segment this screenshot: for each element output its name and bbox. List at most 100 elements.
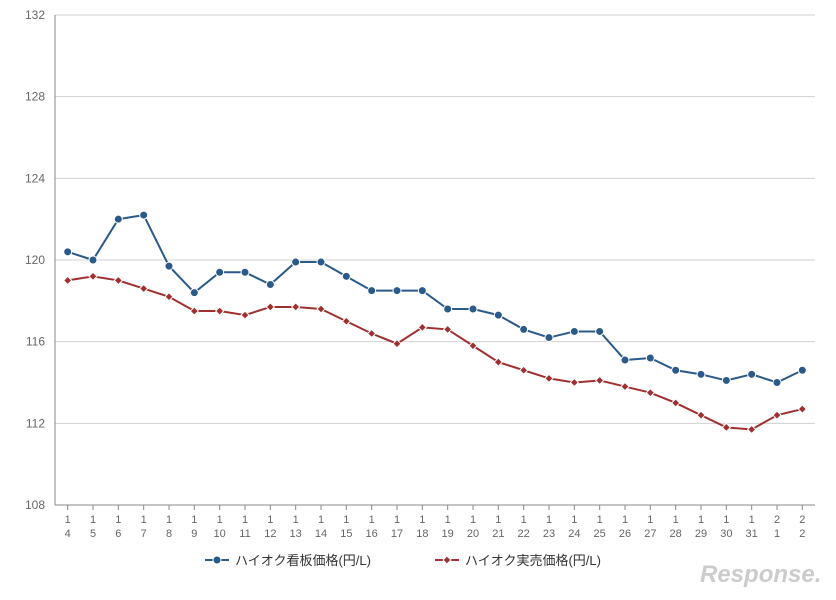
x-tick-label-day: 9 [191, 528, 197, 540]
series-marker [596, 327, 604, 335]
x-tick-label-day: 31 [746, 528, 758, 540]
series-marker [444, 305, 452, 313]
y-tick-label: 108 [25, 498, 45, 512]
series-marker [798, 366, 806, 374]
x-tick-label-day: 10 [214, 528, 226, 540]
x-tick-label-day: 28 [670, 528, 682, 540]
series-marker [646, 354, 654, 362]
x-tick-label-day: 8 [166, 528, 172, 540]
x-tick-label-month: 1 [419, 514, 425, 526]
x-tick-label-day: 29 [695, 528, 707, 540]
series-marker [368, 287, 376, 295]
x-tick-label-month: 1 [242, 514, 248, 526]
series-marker [570, 327, 578, 335]
x-tick-label-month: 1 [521, 514, 527, 526]
series-marker [545, 334, 553, 342]
series-marker [418, 287, 426, 295]
series-marker [697, 370, 705, 378]
series-marker [165, 262, 173, 270]
x-tick-label-month: 2 [774, 514, 780, 526]
series-marker [621, 356, 629, 364]
series-marker [520, 325, 528, 333]
x-tick-label-day: 11 [239, 528, 250, 540]
series-marker [190, 289, 198, 297]
x-tick-label-day: 5 [90, 528, 96, 540]
x-tick-label-month: 1 [191, 514, 197, 526]
watermark: Response. [700, 561, 821, 588]
x-tick-label-month: 1 [597, 514, 603, 526]
x-tick-label-day: 12 [264, 528, 276, 540]
x-tick-label-month: 1 [217, 514, 223, 526]
y-tick-label: 116 [26, 335, 45, 349]
series-marker [469, 305, 477, 313]
x-tick-label-day: 6 [115, 528, 121, 540]
x-tick-label-month: 1 [343, 514, 349, 526]
legend-label: ハイオク看板価格(円/L) [235, 553, 371, 568]
chart-container: 1081121161201241281321415161718191101111… [0, 0, 836, 600]
x-tick-label-month: 1 [622, 514, 628, 526]
x-tick-label-month: 1 [115, 514, 121, 526]
x-tick-label-month: 1 [267, 514, 273, 526]
series-marker [114, 215, 122, 223]
x-tick-label-month: 1 [445, 514, 451, 526]
y-tick-label: 124 [25, 171, 45, 185]
x-tick-label-month: 1 [698, 514, 704, 526]
x-tick-label-day: 20 [467, 528, 479, 540]
x-tick-label-month: 1 [318, 514, 324, 526]
x-tick-label-day: 19 [442, 528, 454, 540]
x-tick-label-month: 1 [673, 514, 679, 526]
x-tick-label-day: 21 [492, 528, 504, 540]
x-tick-label-day: 15 [340, 528, 352, 540]
series-marker [241, 268, 249, 276]
x-tick-label-day: 23 [543, 528, 555, 540]
series-marker [748, 370, 756, 378]
series-marker [342, 272, 350, 280]
y-tick-label: 112 [26, 416, 45, 430]
x-tick-label-month: 1 [394, 514, 400, 526]
legend-swatch-marker [213, 556, 221, 564]
x-tick-label-day: 18 [416, 528, 428, 540]
y-tick-label: 120 [25, 253, 45, 267]
x-tick-label-day: 26 [619, 528, 631, 540]
x-tick-label-month: 2 [799, 514, 805, 526]
series-marker [672, 366, 680, 374]
x-tick-label-month: 1 [495, 514, 501, 526]
x-tick-label-month: 1 [470, 514, 476, 526]
series-marker [140, 211, 148, 219]
x-tick-label-day: 4 [65, 528, 71, 540]
series-marker [317, 258, 325, 266]
x-tick-label-day: 16 [366, 528, 378, 540]
y-tick-label: 132 [25, 8, 45, 22]
legend-label: ハイオク実売価格(円/L) [465, 553, 601, 568]
series-marker [64, 248, 72, 256]
x-tick-label-day: 27 [644, 528, 656, 540]
x-tick-label-month: 1 [546, 514, 552, 526]
x-tick-label-month: 1 [369, 514, 375, 526]
x-tick-label-month: 1 [749, 514, 755, 526]
x-tick-label-day: 7 [141, 528, 147, 540]
series-marker [494, 311, 502, 319]
x-tick-label-day: 22 [518, 528, 530, 540]
series-marker [393, 287, 401, 295]
x-tick-label-day: 2 [799, 528, 805, 540]
x-tick-label-day: 17 [391, 528, 403, 540]
x-tick-label-month: 1 [293, 514, 299, 526]
x-tick-label-day: 25 [594, 528, 606, 540]
line-chart: 1081121161201241281321415161718191101111… [0, 0, 836, 600]
x-tick-label-day: 14 [315, 528, 327, 540]
series-marker [292, 258, 300, 266]
x-tick-label-day: 30 [720, 528, 732, 540]
x-tick-label-day: 13 [290, 528, 302, 540]
x-tick-label-month: 1 [571, 514, 577, 526]
x-tick-label-day: 1 [774, 528, 780, 540]
x-tick-label-month: 1 [90, 514, 96, 526]
series-marker [266, 281, 274, 289]
series-marker [216, 268, 224, 276]
x-tick-label-month: 1 [166, 514, 172, 526]
x-tick-label-month: 1 [647, 514, 653, 526]
x-tick-label-month: 1 [723, 514, 729, 526]
series-marker [89, 256, 97, 264]
series-marker [722, 376, 730, 384]
x-tick-label-month: 1 [65, 514, 71, 526]
y-tick-label: 128 [25, 90, 45, 104]
